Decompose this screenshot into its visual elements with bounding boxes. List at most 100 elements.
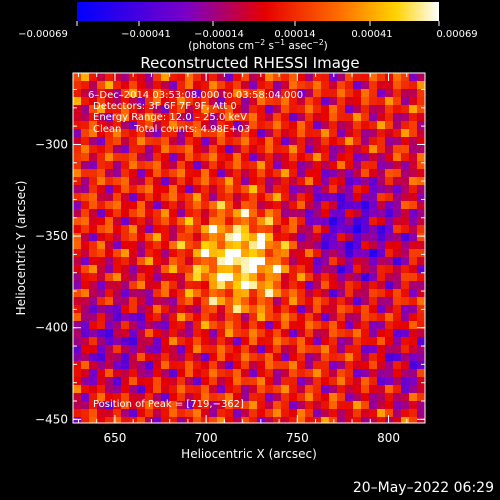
heatmap-cell	[377, 169, 386, 178]
heatmap-cell	[353, 313, 362, 322]
heatmap-cell	[249, 385, 258, 394]
heatmap-cell	[353, 169, 362, 178]
heatmap-cell	[353, 145, 362, 154]
heatmap-cell	[193, 161, 202, 170]
heatmap-cell	[329, 161, 338, 170]
heatmap-cell	[417, 313, 425, 322]
heatmap-cell	[281, 161, 290, 170]
heatmap-cell	[129, 289, 138, 298]
heatmap-cell	[369, 161, 378, 170]
heatmap-cell	[393, 129, 402, 138]
heatmap-cell	[257, 89, 266, 98]
heatmap-cell	[401, 417, 410, 423]
heatmap-cell	[217, 249, 226, 258]
heatmap-cell	[289, 321, 298, 330]
heatmap-cell	[201, 289, 210, 298]
heatmap-cell	[161, 193, 170, 202]
heatmap-cell	[201, 217, 210, 226]
heatmap-cell	[105, 145, 114, 154]
heatmap-cell	[137, 401, 146, 410]
heatmap-cell	[185, 121, 194, 130]
heatmap-cell	[249, 321, 258, 330]
heatmap-cell	[161, 273, 170, 282]
heatmap-cell	[281, 129, 290, 138]
heatmap-cell	[81, 249, 90, 258]
heatmap-cell	[105, 73, 114, 82]
heatmap-cell	[177, 241, 186, 250]
heatmap-cell	[169, 89, 178, 98]
heatmap-cell	[137, 113, 146, 122]
heatmap-cell	[273, 73, 282, 82]
heatmap-cell	[241, 401, 250, 410]
heatmap-cell	[297, 281, 306, 290]
heatmap-cell	[201, 209, 210, 218]
heatmap-cell	[305, 321, 314, 330]
heatmap-cell	[241, 393, 250, 402]
heatmap-cell	[281, 201, 290, 210]
heatmap-cell	[409, 153, 418, 162]
heatmap-cell	[249, 417, 258, 423]
heatmap-cell	[249, 241, 258, 250]
heatmap-cell	[337, 313, 346, 322]
heatmap-cell	[153, 369, 162, 378]
heatmap-cell	[265, 385, 274, 394]
heatmap-cell	[329, 257, 338, 266]
heatmap-cell	[177, 177, 186, 186]
heatmap-cell	[385, 281, 394, 290]
heatmap-cell	[401, 289, 410, 298]
heatmap-cell	[329, 401, 338, 410]
heatmap-cell	[409, 329, 418, 338]
heatmap-cell	[89, 249, 98, 258]
heatmap-cell	[369, 313, 378, 322]
heatmap-cell	[305, 145, 314, 154]
heatmap-cell	[273, 193, 282, 202]
heatmap-cell	[177, 257, 186, 266]
heatmap-cell	[345, 377, 354, 386]
heatmap-cell	[361, 289, 370, 298]
heatmap-cell	[273, 129, 282, 138]
heatmap-cell	[113, 81, 122, 90]
heatmap-cell	[321, 385, 330, 394]
heatmap-cell	[209, 297, 218, 306]
heatmap-cell	[417, 209, 425, 218]
heatmap-cell	[81, 153, 90, 162]
heatmap-cell	[353, 161, 362, 170]
heatmap-cell	[105, 393, 114, 402]
heatmap-cell	[201, 105, 210, 114]
heatmap-cell	[201, 225, 210, 234]
heatmap-cell	[137, 129, 146, 138]
heatmap-cell	[313, 249, 322, 258]
heatmap-cell	[121, 241, 130, 250]
heatmap-cell	[393, 105, 402, 114]
heatmap-cell	[193, 313, 202, 322]
heatmap-cell	[305, 217, 314, 226]
heatmap-cell	[353, 281, 362, 290]
heatmap-cell	[105, 193, 114, 202]
heatmap-cell	[393, 369, 402, 378]
heatmap-cell	[257, 169, 266, 178]
heatmap-cell	[297, 105, 306, 114]
heatmap-cell	[321, 393, 330, 402]
y-tick-label: −350	[35, 229, 68, 243]
heatmap-cell	[217, 185, 226, 194]
heatmap-cell	[185, 145, 194, 154]
heatmap-cell	[73, 89, 82, 98]
heatmap-cell	[105, 281, 114, 290]
heatmap-cell	[137, 145, 146, 154]
heatmap-cell	[129, 217, 138, 226]
heatmap-cell	[353, 353, 362, 362]
heatmap-cell	[153, 361, 162, 370]
heatmap-cell	[297, 145, 306, 154]
heatmap-cell	[337, 345, 346, 354]
heatmap-cell	[265, 81, 274, 90]
heatmap-cell	[89, 337, 98, 346]
heatmap-cell	[169, 409, 178, 418]
heatmap-cell	[297, 161, 306, 170]
heatmap-cell	[361, 281, 370, 290]
heatmap-cell	[385, 417, 394, 423]
heatmap-cell	[113, 337, 122, 346]
heatmap-cell	[321, 321, 330, 330]
heatmap-cell	[129, 273, 138, 282]
heatmap-cell	[321, 305, 330, 314]
heatmap-cell	[337, 185, 346, 194]
